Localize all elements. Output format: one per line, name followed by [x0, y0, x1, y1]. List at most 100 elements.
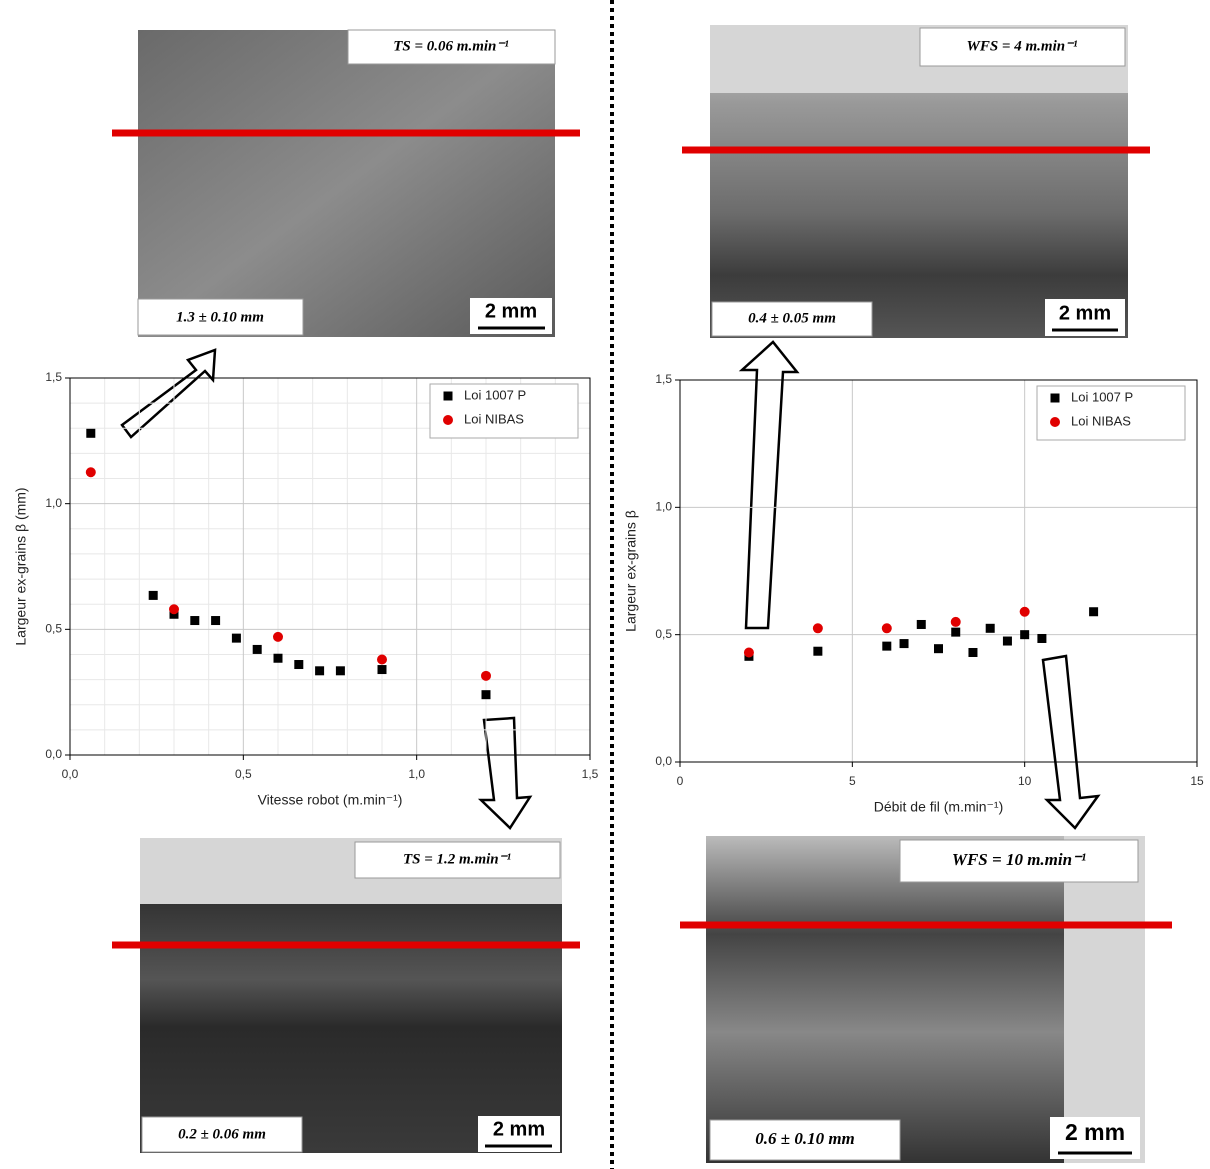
- y-tick-label: 0,0: [45, 747, 62, 761]
- point: [148, 590, 158, 600]
- scale-bar-label: 2 mm: [1059, 302, 1111, 324]
- legend-marker: [443, 415, 453, 425]
- point: [743, 647, 754, 658]
- chart: 0 5 10 15 0,0 0,5 1,0 1,5 Débit de fil (m.min⁻¹)…: [623, 372, 1204, 815]
- micrograph: WFS = 4 m.min⁻¹ 0.4 ± 0.05 mm 2 mm: [682, 25, 1150, 338]
- arrow: [738, 340, 800, 630]
- label-box: [709, 1119, 901, 1161]
- micrograph: TS = 0.06 m.min⁻¹ 1.3 ± 0.10 mm 2 mm: [112, 29, 580, 337]
- condition: TS = 0.06 m.min⁻¹: [393, 38, 509, 54]
- scale-bar-label: 2 mm: [493, 1118, 545, 1140]
- point: [85, 467, 96, 478]
- y-tick-label: 0,5: [45, 622, 62, 636]
- legend-box: [1036, 385, 1186, 441]
- point: [335, 666, 345, 676]
- x-tick-label: 1,5: [582, 767, 599, 781]
- y-tick-label: 0,5: [655, 627, 672, 641]
- label-box: [919, 27, 1126, 67]
- point: [899, 639, 909, 649]
- condition: WFS = 4 m.min⁻¹: [967, 38, 1078, 54]
- x-tick-label: 15: [1190, 774, 1204, 788]
- y-tick-label: 1,5: [655, 372, 672, 386]
- grain-width: 1.3 ± 0.10 mm: [176, 309, 264, 325]
- chart: 0,0 0,5 1,0 1,5 0,0 0,5 1,0 1,5 Vitesse robot (m…: [13, 370, 599, 808]
- image: [706, 836, 1064, 1163]
- point: [86, 428, 96, 438]
- label-box: [347, 29, 556, 65]
- legend-marker: [1050, 393, 1060, 403]
- micrograph: TS = 1.2 m.min⁻¹ 0.2 ± 0.06 mm 2 mm: [112, 838, 580, 1153]
- legend-label: Loi NIBAS: [1071, 413, 1131, 428]
- x-tick-label: 0,5: [235, 767, 252, 781]
- arrow: [477, 716, 533, 830]
- grain-width: 0.2 ± 0.06 mm: [178, 1126, 266, 1142]
- condition: TS = 1.2 m.min⁻¹: [403, 851, 511, 867]
- arrow: [120, 348, 217, 439]
- micrograph: WFS = 10 m.min⁻¹ 0.6 ± 0.10 mm 2 mm: [680, 836, 1172, 1163]
- x-axis-label: Vitesse robot (m.min⁻¹): [258, 792, 403, 808]
- point: [169, 604, 179, 615]
- plot-frame: [69, 377, 591, 756]
- legend-marker: [1050, 417, 1060, 427]
- legend-label: Loi NIBAS: [464, 411, 524, 426]
- point: [190, 616, 200, 626]
- scale-bar-label: 2 mm: [485, 300, 537, 322]
- plot-frame: [679, 379, 1198, 763]
- grain-width: 0.4 ± 0.05 mm: [748, 310, 836, 326]
- point: [951, 627, 961, 637]
- label-box: [711, 301, 873, 337]
- point: [812, 623, 823, 634]
- y-tick-label: 1,0: [45, 496, 62, 510]
- point: [481, 690, 491, 700]
- arrow: [1041, 654, 1101, 830]
- point: [813, 646, 823, 656]
- y-axis-label: Largeur ex-grains β: [623, 510, 639, 632]
- y-axis-label: Largeur ex-grains β (mm): [13, 487, 29, 645]
- point: [881, 623, 892, 634]
- point: [1037, 633, 1047, 643]
- grain-width: 0.6 ± 0.10 mm: [755, 1129, 855, 1148]
- point: [231, 633, 241, 643]
- legend-label: Loi 1007 P: [1071, 389, 1133, 404]
- point: [1019, 606, 1030, 617]
- point: [968, 647, 978, 657]
- point: [273, 631, 283, 642]
- point: [985, 623, 995, 633]
- point: [252, 644, 262, 654]
- legend-label: Loi 1007 P: [464, 387, 526, 402]
- x-tick-label: 0: [677, 774, 684, 788]
- point: [273, 653, 283, 663]
- arrows: [120, 340, 1101, 830]
- label-box: [137, 298, 304, 336]
- point: [882, 641, 892, 651]
- point: [950, 616, 961, 627]
- y-tick-label: 1,5: [45, 370, 62, 384]
- x-tick-label: 10: [1018, 774, 1032, 788]
- point: [211, 616, 221, 626]
- point: [916, 619, 926, 629]
- x-axis-label: Débit de fil (m.min⁻¹): [874, 799, 1004, 815]
- label-box: [141, 1116, 303, 1153]
- x-tick-label: 1,0: [408, 767, 425, 781]
- y-tick-label: 0,0: [655, 754, 672, 768]
- point: [934, 644, 943, 654]
- point: [315, 666, 325, 676]
- x-tick-label: 0,0: [62, 767, 79, 781]
- scale-bar-label: 2 mm: [1065, 1119, 1125, 1145]
- point: [1020, 630, 1030, 640]
- point: [377, 665, 387, 675]
- condition: WFS = 10 m.min⁻¹: [952, 850, 1086, 869]
- label-box: [899, 839, 1139, 883]
- label-box: [354, 841, 561, 879]
- x-tick-label: 5: [849, 774, 856, 788]
- point: [1089, 607, 1099, 617]
- point: [294, 660, 304, 670]
- point: [169, 609, 179, 619]
- point: [481, 670, 491, 681]
- y-tick-label: 1,0: [655, 500, 672, 514]
- legend-marker: [443, 391, 453, 401]
- image: [138, 30, 555, 337]
- point: [377, 654, 387, 665]
- legend-box: [429, 383, 579, 439]
